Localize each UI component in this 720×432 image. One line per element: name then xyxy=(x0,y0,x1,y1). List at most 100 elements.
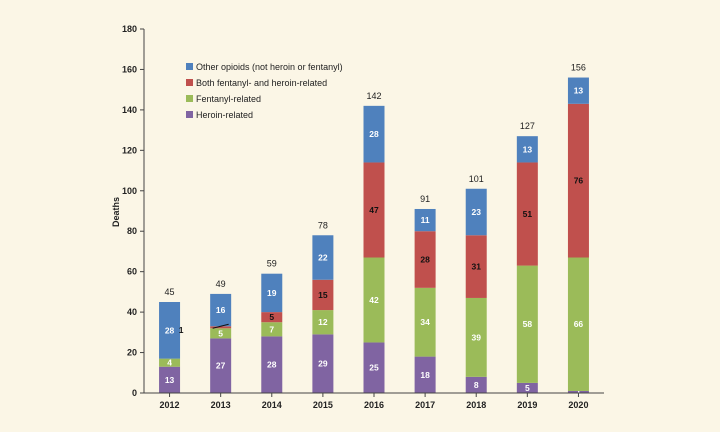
bars: 1342845275164928751959291215227825424728… xyxy=(159,63,589,397)
annotation-leader xyxy=(212,323,229,329)
bar-segment xyxy=(159,366,181,393)
segment-label: 13 xyxy=(523,144,533,154)
total-label: 49 xyxy=(216,279,226,289)
bar-segment xyxy=(414,287,436,357)
bar-segment xyxy=(363,162,385,258)
segment-label: 4 xyxy=(167,358,172,368)
y-axis-label: Deaths xyxy=(111,197,121,227)
annotation-label: 1 xyxy=(179,325,184,335)
segment-label: 76 xyxy=(574,176,584,186)
bar-segment xyxy=(567,257,589,391)
segment-label: 66 xyxy=(574,319,584,329)
segment-label: 47 xyxy=(369,205,379,215)
total-label: 78 xyxy=(318,220,328,230)
bar-segment xyxy=(210,328,232,339)
y-axis: 0 20 40 60 80 100 120 140 160 180 xyxy=(122,24,145,398)
bar-segment xyxy=(312,310,334,335)
bar-segment xyxy=(312,235,334,280)
segment-label: 28 xyxy=(369,129,379,139)
segment-label: 29 xyxy=(318,359,328,369)
x-tick-label: 2019 xyxy=(517,400,537,410)
x-axis: 2012 2013 2014 2015 2016 2017 2018 2019 2020 xyxy=(144,392,604,410)
segment-label: 39 xyxy=(471,332,481,342)
bar-segment xyxy=(465,376,487,393)
y-tick-label: 180 xyxy=(122,24,137,34)
segment-label: 18 xyxy=(420,370,430,380)
bar-segment xyxy=(210,338,232,393)
bar-segment xyxy=(363,257,385,343)
x-tick-label: 2012 xyxy=(160,400,180,410)
legend-label: Fentanyl-related xyxy=(196,94,261,104)
bar-segment xyxy=(261,336,283,393)
y-tick-label: 0 xyxy=(132,388,137,398)
segment-label: 23 xyxy=(471,207,481,217)
segment-label: 5 xyxy=(218,328,223,338)
legend-label: Other opioids (not heroin or fentanyl) xyxy=(196,62,343,72)
legend-swatch xyxy=(186,95,193,102)
segment-label: 28 xyxy=(420,255,430,265)
bar-segment xyxy=(567,103,589,258)
bar-segment xyxy=(261,322,283,337)
segment-label: 5 xyxy=(525,383,530,393)
bar-segment xyxy=(363,105,385,163)
total-label: 142 xyxy=(366,91,381,101)
y-tick-label: 20 xyxy=(127,348,137,358)
segment-label: 7 xyxy=(269,324,274,334)
bar-segment xyxy=(465,297,487,377)
segment-label: 8 xyxy=(474,380,479,390)
total-label: 156 xyxy=(571,63,586,73)
bar-segment xyxy=(210,326,232,329)
total-label: 59 xyxy=(267,259,277,269)
bar-segment xyxy=(312,279,334,311)
segment-label: 15 xyxy=(318,290,328,300)
segment-label: 51 xyxy=(523,209,533,219)
y-tick-label: 40 xyxy=(127,307,137,317)
bar-segment xyxy=(516,382,538,393)
bar-segment xyxy=(465,235,487,298)
y-tick-label: 140 xyxy=(122,105,137,115)
bar-segment xyxy=(159,358,181,367)
y-tick-label: 80 xyxy=(127,226,137,236)
x-tick-label: 2018 xyxy=(466,400,486,410)
segment-label: 27 xyxy=(216,361,226,371)
bar-segment xyxy=(261,312,283,323)
segment-label: 31 xyxy=(471,262,481,272)
total-label: 91 xyxy=(420,194,430,204)
bar-segment xyxy=(261,273,283,313)
bar-segment xyxy=(414,231,436,288)
x-tick-label: 2014 xyxy=(262,400,282,410)
y-tick-label: 120 xyxy=(122,145,137,155)
segment-label: 13 xyxy=(165,375,175,385)
legend-swatch xyxy=(186,111,193,118)
segment-label: 22 xyxy=(318,253,328,263)
x-tick-label: 2017 xyxy=(415,400,435,410)
x-tick-label: 2015 xyxy=(313,400,333,410)
legend: Other opioids (not heroin or fentanyl) Bo… xyxy=(186,62,343,120)
bar-segment xyxy=(516,136,538,163)
bar-segment xyxy=(516,265,538,383)
legend-label: Both fentanyl- and heroin-related xyxy=(196,78,327,88)
bar-segment xyxy=(414,356,436,393)
bar-segment xyxy=(567,390,589,393)
bar-segment xyxy=(159,302,181,359)
bar-segment xyxy=(465,188,487,236)
total-label: 45 xyxy=(165,287,175,297)
legend-swatch xyxy=(186,79,193,86)
segment-label: 28 xyxy=(165,325,175,335)
segment-label: 42 xyxy=(369,295,379,305)
segment-label: 19 xyxy=(267,288,277,298)
legend-swatch xyxy=(186,63,193,70)
segment-label: 5 xyxy=(269,312,274,322)
segment-label: 34 xyxy=(420,317,430,327)
bar-segment xyxy=(363,342,385,393)
x-tick-label: 2020 xyxy=(568,400,588,410)
bar-segment xyxy=(210,293,232,327)
y-tick-label: 100 xyxy=(122,186,137,196)
segment-label: 25 xyxy=(369,363,379,373)
y-tick-label: 160 xyxy=(122,64,137,74)
segment-label: 13 xyxy=(574,86,584,96)
y-tick-label: 60 xyxy=(127,267,137,277)
segment-label: 12 xyxy=(318,317,328,327)
bar-segment xyxy=(414,208,436,232)
